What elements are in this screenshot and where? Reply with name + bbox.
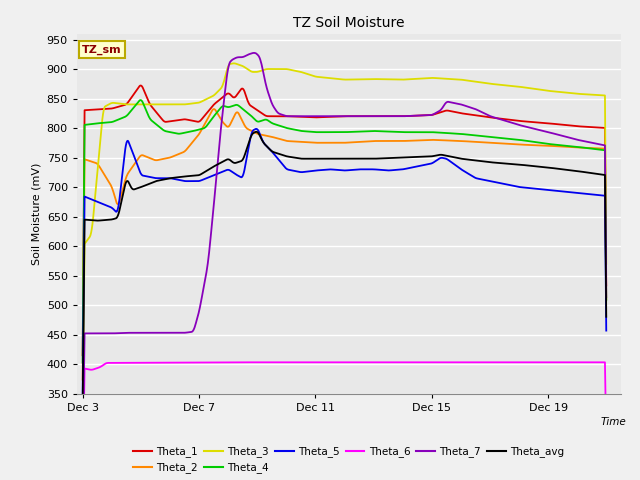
- Text: TZ_sm: TZ_sm: [82, 44, 122, 55]
- Y-axis label: Soil Moisture (mV): Soil Moisture (mV): [31, 162, 41, 265]
- Text: Time: Time: [600, 417, 626, 427]
- Legend: Theta_1, Theta_2, Theta_3, Theta_4, Theta_5, Theta_6, Theta_7, Theta_avg: Theta_1, Theta_2, Theta_3, Theta_4, Thet…: [129, 442, 568, 478]
- Title: TZ Soil Moisture: TZ Soil Moisture: [293, 16, 404, 30]
